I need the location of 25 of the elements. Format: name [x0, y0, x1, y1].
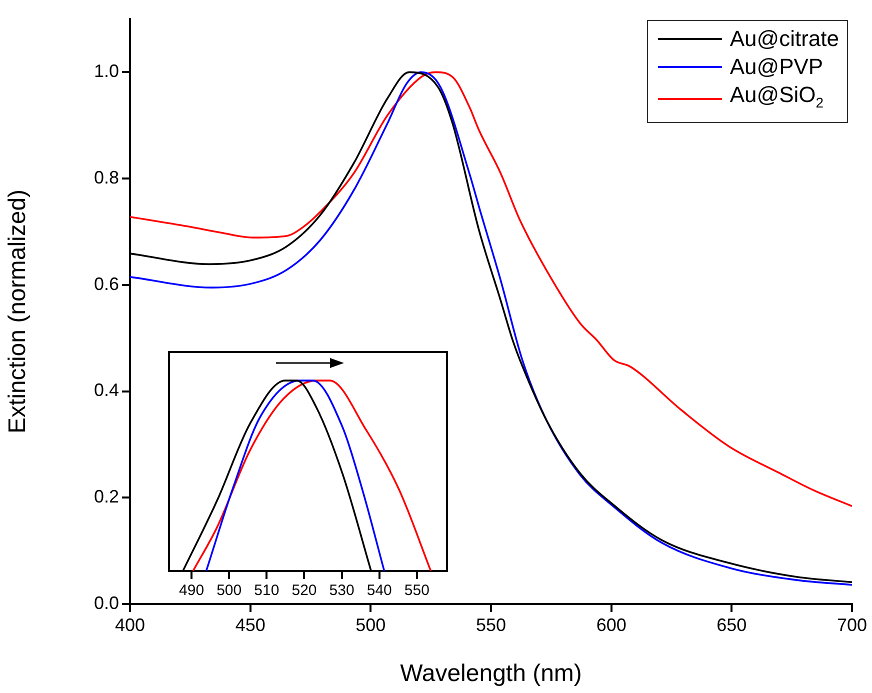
legend-label: Au@PVP — [730, 53, 824, 81]
x-tick-label: 530 — [329, 582, 354, 600]
y-tick-label: 0.2 — [94, 486, 119, 507]
y-axis-title: Extinction (normalized) — [4, 189, 32, 434]
legend-label: Au@SiO$_{2}$ — [730, 81, 824, 112]
y-tick-label: 1.0 — [94, 61, 119, 82]
x-tick-label: 510 — [254, 582, 280, 600]
x-tick-label: 700 — [836, 614, 868, 635]
x-tick-label: 400 — [114, 614, 146, 635]
x-tick-label: 650 — [716, 614, 747, 635]
x-tick-label: 450 — [235, 614, 266, 635]
y-tick-label: 0.8 — [94, 168, 119, 188]
x-tick-label: 540 — [366, 582, 392, 600]
x-tick-label: 550 — [476, 614, 506, 635]
legend-label: Au@citrate — [730, 25, 839, 53]
y-tick-label: 0.4 — [94, 380, 119, 400]
x-axis-title: Wavelength (nm) — [400, 660, 582, 688]
x-tick-label: 500 — [356, 614, 386, 635]
x-tick-label: 520 — [292, 582, 317, 600]
y-tick-label: 0.6 — [94, 274, 119, 294]
x-tick-label: 600 — [596, 614, 626, 635]
x-tick-label: 490 — [179, 582, 204, 600]
y-tick-label: 0.0 — [94, 592, 119, 613]
x-tick-label: 500 — [216, 582, 242, 600]
x-tick-label: 550 — [404, 582, 430, 600]
